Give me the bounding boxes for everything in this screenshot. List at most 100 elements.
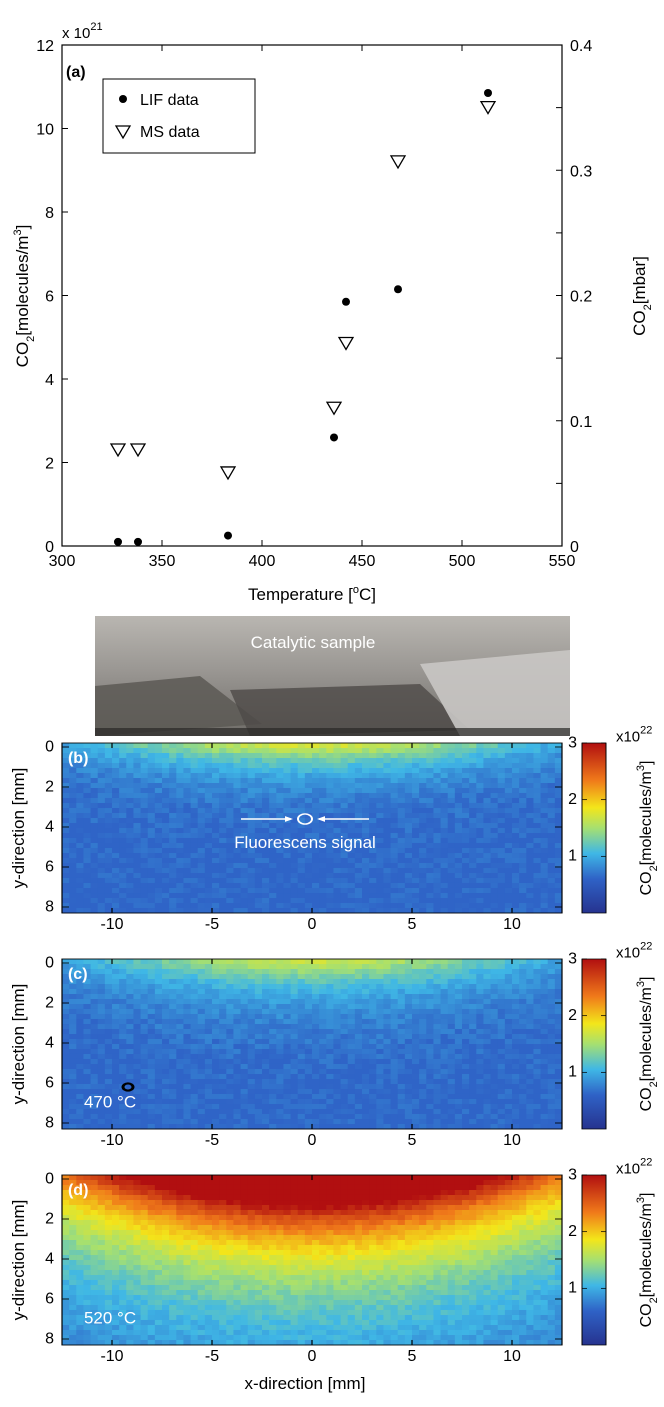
heatmap-cell: [190, 1088, 199, 1095]
heatmap-cell: [269, 978, 277, 985]
heatmap-cell: [540, 773, 549, 779]
heatmap-cell: [90, 994, 99, 1000]
heatmap-cell: [112, 903, 120, 909]
heatmap-cell: [504, 778, 513, 784]
heatmap-cell: [104, 1109, 113, 1115]
heatmap-cell: [240, 837, 249, 844]
heatmap-cell: [526, 743, 534, 749]
heatmap-cell: [519, 832, 527, 839]
heatmap-cell: [247, 959, 256, 965]
heatmap-cell: [197, 773, 206, 779]
heatmap-cell: [62, 743, 70, 749]
heatmap-cell: [140, 882, 149, 889]
heatmap-cell: [204, 872, 213, 879]
heatmap-cell: [140, 1053, 149, 1060]
heatmap-cell: [490, 1024, 499, 1030]
heatmap-cell: [397, 847, 406, 854]
heatmap-cell: [112, 847, 120, 854]
heatmap-cell: [119, 818, 127, 824]
heatmap-cell: [512, 747, 520, 754]
heatmap-cell: [347, 1003, 356, 1010]
heatmap-cell: [419, 968, 427, 975]
heatmap-cell: [262, 999, 270, 1005]
heatmap-cell: [212, 792, 220, 799]
heatmap-cell: [412, 818, 420, 824]
heatmap-cell: [283, 968, 291, 975]
heatmap-cell: [247, 963, 256, 970]
heatmap-cell: [383, 898, 391, 904]
heatmap-cell: [212, 1058, 220, 1065]
heatmap-cell: [290, 1018, 299, 1025]
heatmap-cell: [283, 813, 291, 819]
heatmap-cell: [554, 823, 563, 829]
heatmap-cell: [540, 908, 549, 914]
heatmap-cell: [369, 757, 377, 764]
heatmap-cell: [312, 1039, 320, 1045]
heatmap-cell: [404, 872, 413, 879]
heatmap-cell: [83, 1103, 91, 1110]
heatmap-cell: [497, 877, 506, 884]
heatmap-cell: [112, 808, 120, 814]
heatmap-cell: [254, 1088, 263, 1095]
heatmap-cell: [312, 1063, 320, 1070]
heatmap-cell: [297, 968, 306, 975]
heatmap-cell: [469, 832, 477, 839]
heatmap-cell: [354, 908, 363, 914]
heatmap-cell: [440, 989, 449, 995]
heatmap-cell: [504, 832, 513, 839]
heatmap-cell: [347, 752, 356, 759]
heatmap-cell: [283, 903, 291, 909]
heatmap-cell: [240, 768, 249, 774]
heatmap-cell: [347, 832, 356, 839]
heatmap-cell: [490, 1029, 499, 1035]
heatmap-cell: [504, 747, 513, 754]
heatmap-cell: [283, 1024, 291, 1030]
heatmap-cell: [283, 768, 291, 774]
heatmap-cell: [112, 984, 120, 990]
heatmap-cell: [204, 989, 213, 995]
heatmap-cell: [383, 1175, 391, 1181]
heatmap-cell: [190, 989, 199, 995]
heatmap-cell: [376, 853, 384, 859]
heatmap-cell: [97, 898, 106, 904]
heatmap-cell: [140, 1029, 149, 1035]
heatmap-cell: [283, 1039, 291, 1045]
heatmap-cell: [340, 1088, 349, 1095]
heatmap-cell: [283, 1079, 291, 1085]
heatmap-cell: [62, 959, 70, 965]
heatmap-cell: [447, 908, 456, 914]
heatmap-cell: [319, 872, 327, 879]
heatmap-cell: [269, 1109, 277, 1115]
heatmap-cell: [247, 808, 256, 814]
heatmap-cell: [504, 797, 513, 804]
heatmap-cell: [204, 984, 213, 990]
heatmap-cell: [133, 778, 141, 784]
heatmap-cell: [140, 1058, 149, 1065]
heatmap-cell: [533, 893, 541, 899]
heatmap-cell: [433, 792, 441, 799]
heatmap-cell: [140, 868, 149, 874]
heatmap-cell: [176, 898, 184, 904]
heatmap-cell: [554, 1018, 563, 1025]
heatmap-cell: [333, 747, 341, 754]
heatmap-cell: [404, 818, 413, 824]
heatmap-cell: [533, 963, 541, 970]
heatmap-cell: [390, 893, 399, 899]
heatmap-cell: [454, 877, 463, 884]
heatmap-cell: [183, 968, 191, 975]
heatmap-cell: [412, 1008, 420, 1015]
heatmap-cell: [533, 1069, 541, 1075]
heatmap-cell: [319, 1098, 327, 1105]
colorbar-tick-label: 1: [568, 1064, 577, 1081]
heatmap-cell: [297, 1079, 306, 1085]
heatmap-cell: [262, 752, 270, 759]
heatmap-cell: [319, 989, 327, 995]
heatmap-cell: [419, 823, 427, 829]
heatmap-cell: [540, 994, 549, 1000]
heatmap-cell: [447, 752, 456, 759]
heatmap-cell: [319, 752, 327, 759]
heatmap-cell: [312, 1098, 320, 1105]
heatmap-cell: [390, 823, 399, 829]
heatmap-cell: [447, 893, 456, 899]
heatmap-cell: [90, 778, 99, 784]
